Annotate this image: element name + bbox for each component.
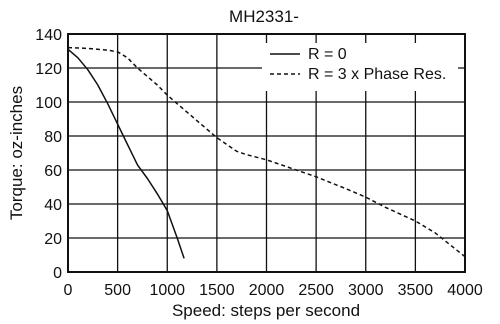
x-tick-label: 1000 <box>149 282 185 299</box>
x-tick-label: 2500 <box>298 282 334 299</box>
y-tick-label: 0 <box>53 265 62 282</box>
y-tick-label: 40 <box>44 197 62 214</box>
y-axis-label: Torque: oz-inches <box>7 86 26 220</box>
x-tick-label: 3500 <box>398 282 434 299</box>
x-tick-label: 1500 <box>199 282 235 299</box>
y-tick-label: 60 <box>44 163 62 180</box>
legend-label-1: R = 0 <box>308 46 347 63</box>
x-tick-label: 500 <box>104 282 131 299</box>
legend-box <box>262 43 458 91</box>
y-tick-label: 80 <box>44 129 62 146</box>
y-tick-label: 140 <box>35 27 62 44</box>
series-lines <box>67 46 466 259</box>
legend-label-2: R = 3 x Phase Res. <box>308 66 446 83</box>
x-axis-label: Speed: steps per second <box>172 301 360 320</box>
x-tick-label: 0 <box>64 282 73 299</box>
y-tick-label: 20 <box>44 231 62 248</box>
y-tick-labels: 0 20 40 60 80 100 120 140 <box>35 27 62 282</box>
plot-frame <box>67 33 466 273</box>
series-line-1 <box>67 48 185 259</box>
y-tick-label: 100 <box>35 95 62 112</box>
x-tick-labels: 0 500 1000 1500 2000 2500 3000 3500 4000 <box>64 282 483 299</box>
x-tick-label: 4000 <box>447 282 483 299</box>
x-tick-label: 2000 <box>249 282 285 299</box>
legend: R = 0 R = 3 x Phase Res. <box>262 43 458 91</box>
series-line-2 <box>67 46 466 258</box>
chart-title: MH2331- <box>229 7 299 26</box>
y-tick-label: 120 <box>35 61 62 78</box>
x-tick-label: 3000 <box>348 282 384 299</box>
